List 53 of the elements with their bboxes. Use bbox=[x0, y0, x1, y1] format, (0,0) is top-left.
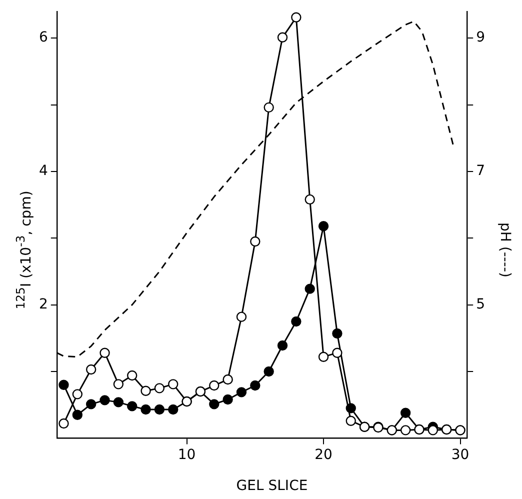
point bbox=[318, 221, 329, 232]
y-tick-label: 2 bbox=[38, 296, 48, 312]
point bbox=[264, 102, 274, 113]
point bbox=[291, 316, 302, 327]
point bbox=[304, 194, 315, 205]
point bbox=[86, 399, 96, 410]
x-tick-label: 30 bbox=[451, 447, 470, 464]
point bbox=[291, 12, 302, 22]
point bbox=[236, 312, 247, 322]
point bbox=[168, 379, 178, 390]
point bbox=[72, 389, 83, 400]
point bbox=[113, 397, 124, 408]
point bbox=[222, 394, 233, 405]
point bbox=[209, 380, 220, 391]
point bbox=[100, 395, 110, 406]
point bbox=[428, 425, 438, 436]
point bbox=[318, 352, 329, 362]
y-tick-label: 6 bbox=[38, 30, 48, 46]
point bbox=[154, 383, 165, 394]
y2-tick-label: 5 bbox=[476, 296, 486, 312]
y2-tick-label: 9 bbox=[476, 30, 486, 46]
point bbox=[400, 425, 411, 436]
point bbox=[58, 380, 69, 390]
point bbox=[346, 416, 356, 426]
point bbox=[209, 399, 220, 410]
point bbox=[332, 348, 342, 358]
y-tick-label: 4 bbox=[38, 163, 48, 180]
point bbox=[127, 401, 138, 412]
point bbox=[168, 404, 178, 415]
point bbox=[304, 284, 315, 294]
point bbox=[113, 379, 124, 390]
point bbox=[86, 364, 96, 375]
x-tick-label: 10 bbox=[178, 447, 196, 464]
point bbox=[250, 380, 260, 391]
x-axis-title: GEL SLICE bbox=[236, 478, 308, 494]
point bbox=[277, 340, 288, 351]
point bbox=[100, 348, 110, 358]
point bbox=[154, 404, 165, 415]
point bbox=[264, 366, 274, 377]
point bbox=[236, 387, 247, 398]
point bbox=[127, 370, 138, 381]
point bbox=[332, 328, 342, 339]
point bbox=[72, 410, 83, 420]
y2-axis-title: pH (----) bbox=[497, 222, 513, 278]
point bbox=[140, 404, 151, 415]
point bbox=[222, 374, 233, 385]
point bbox=[277, 32, 288, 43]
point bbox=[400, 408, 411, 418]
point bbox=[250, 236, 260, 247]
x-tick-label: 20 bbox=[314, 447, 332, 464]
point bbox=[58, 418, 69, 429]
point bbox=[140, 386, 151, 396]
y2-tick-label: 7 bbox=[476, 163, 486, 180]
